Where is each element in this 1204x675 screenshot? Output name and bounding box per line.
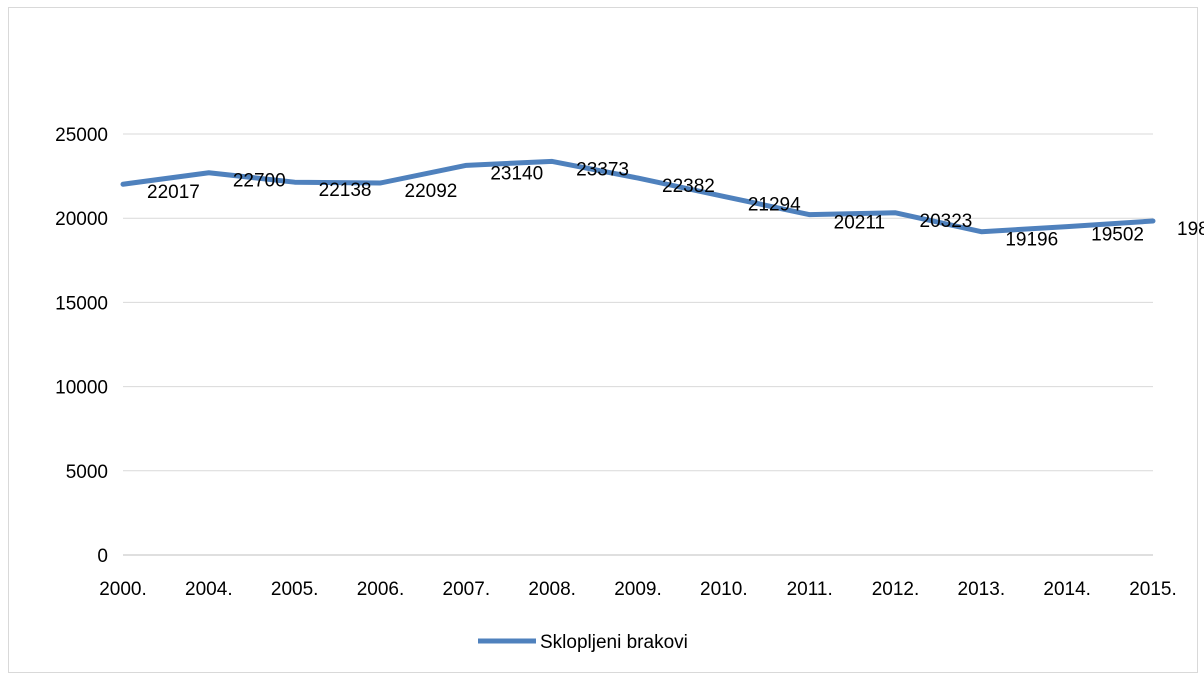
x-axis-ticks: 2000. 2004. 2005. 2006. 2007. 2008. 2009. 2010.…	[99, 579, 1177, 600]
x-tick-label: 2011.	[787, 579, 833, 600]
x-tick-label: 2009.	[614, 579, 662, 600]
data-label: 23140	[490, 163, 543, 184]
x-tick-label: 2012.	[872, 579, 920, 600]
y-tick-label: 0	[97, 546, 108, 567]
data-label: 21294	[748, 194, 801, 215]
data-label: 20323	[920, 211, 973, 232]
x-tick-label: 2008.	[528, 579, 576, 600]
data-label: 22017	[147, 182, 200, 203]
data-label: 22382	[662, 176, 715, 197]
data-labels: 22017 22700 22138 22092 23140 23373 22382 21294…	[147, 159, 1204, 250]
data-label: 19196	[1005, 230, 1058, 251]
x-tick-label: 2005.	[271, 579, 319, 600]
x-tick-label: 2004.	[185, 579, 233, 600]
data-label: 19834	[1177, 219, 1204, 240]
legend: Sklopljeni brakovi	[478, 632, 688, 653]
series-line	[120, 158, 1156, 235]
x-tick-label: 2007.	[443, 579, 491, 600]
data-label: 20211	[834, 213, 885, 234]
legend-label: Sklopljeni brakovi	[540, 632, 688, 653]
x-tick-label: 2014.	[1043, 579, 1091, 600]
y-tick-label: 15000	[55, 293, 108, 314]
data-label: 22138	[319, 180, 372, 201]
x-tick-label: 2015.	[1129, 579, 1177, 600]
x-tick-label: 2010.	[700, 579, 748, 600]
data-label: 23373	[576, 159, 629, 180]
x-tick-label: 2013.	[958, 579, 1006, 600]
x-tick-label: 2006.	[357, 579, 405, 600]
data-label: 19502	[1091, 225, 1144, 246]
y-tick-label: 20000	[55, 209, 108, 230]
series-group	[120, 158, 1156, 235]
y-tick-label: 25000	[55, 125, 108, 146]
data-label: 22092	[405, 181, 458, 202]
y-tick-label: 5000	[66, 462, 108, 483]
chart-frame	[8, 7, 1198, 673]
x-tick-label: 2000.	[99, 579, 147, 600]
y-tick-label: 10000	[55, 378, 108, 399]
gridlines	[123, 133, 1153, 556]
y-axis-ticks: 0 5000 10000 15000 20000 25000	[55, 125, 108, 567]
data-label: 22700	[233, 171, 286, 192]
